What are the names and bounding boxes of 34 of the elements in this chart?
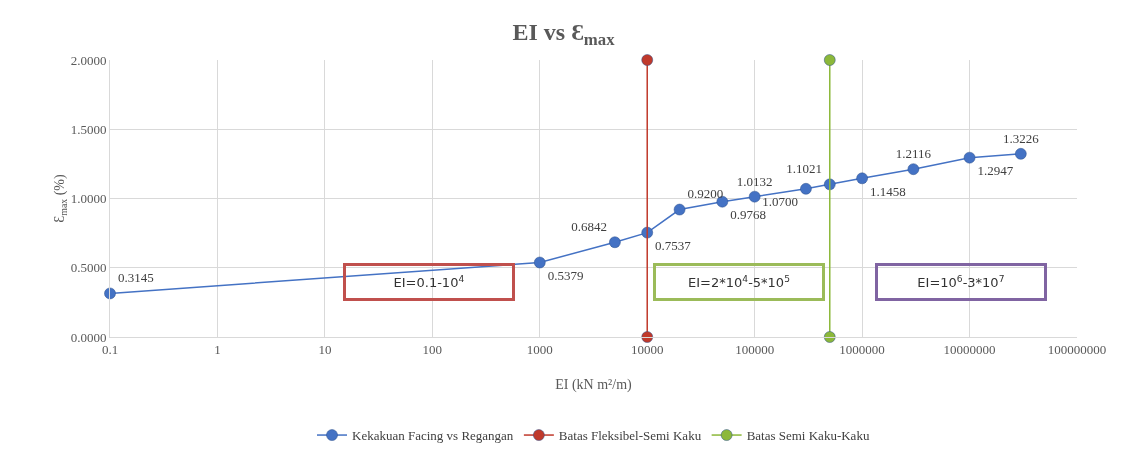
x-tick-label: 100000 [735,341,775,357]
data-label: 1.1458 [869,183,906,199]
data-label: 1.2116 [895,146,932,162]
data-label: 0.6842 [571,219,608,235]
y-tick-label: 1.0000 [70,191,107,207]
data-label: 1.1021 [786,161,822,177]
data-label: 0.3145 [117,270,154,286]
data-label: 1.0700 [762,194,799,210]
x-tick-label: 1 [214,341,221,357]
x-tick-label: 1000000 [839,341,885,357]
data-label: 1.2947 [977,163,1014,179]
annotation: EI=0.1-10$^{4}$ [393,274,465,291]
x-tick-label: 100 [422,341,443,357]
legend-label: Batas Fleksibel-Semi Kaku [558,428,702,444]
data-label: 0.5379 [547,268,584,284]
data-label: 0.7537 [655,238,692,254]
data-label: 1.3226 [1002,130,1040,146]
x-axis-title: EI (kN m²/m) [555,377,633,393]
x-tick-label: 10 [318,341,332,357]
x-tick-label: 100000000 [1047,341,1107,357]
data-label: 1.0132 [736,173,773,189]
data-label: 0.9200 [687,186,724,202]
chart-title: EI vs Ɛ$_{max}$ [512,18,616,49]
legend-label: Batas Semi Kaku-Kaku [746,428,870,444]
x-tick-label: 1000 [526,341,553,357]
x-tick-label: 10000 [630,341,664,357]
legend-label: Kekakuan Facing vs Regangan [352,428,514,444]
y-tick-label: 0.5000 [70,260,107,276]
y-tick-label: 1.5000 [70,121,107,137]
data-label: 0.9768 [730,207,766,223]
x-tick-label: 10000000 [943,341,996,357]
annotation: EI=2*10$^{4}$-5*10$^{5}$ [688,274,790,291]
y-tick-label: 2.0000 [70,52,107,68]
annotation: EI=10$^{6}$-3*10$^{7}$ [917,274,1005,291]
